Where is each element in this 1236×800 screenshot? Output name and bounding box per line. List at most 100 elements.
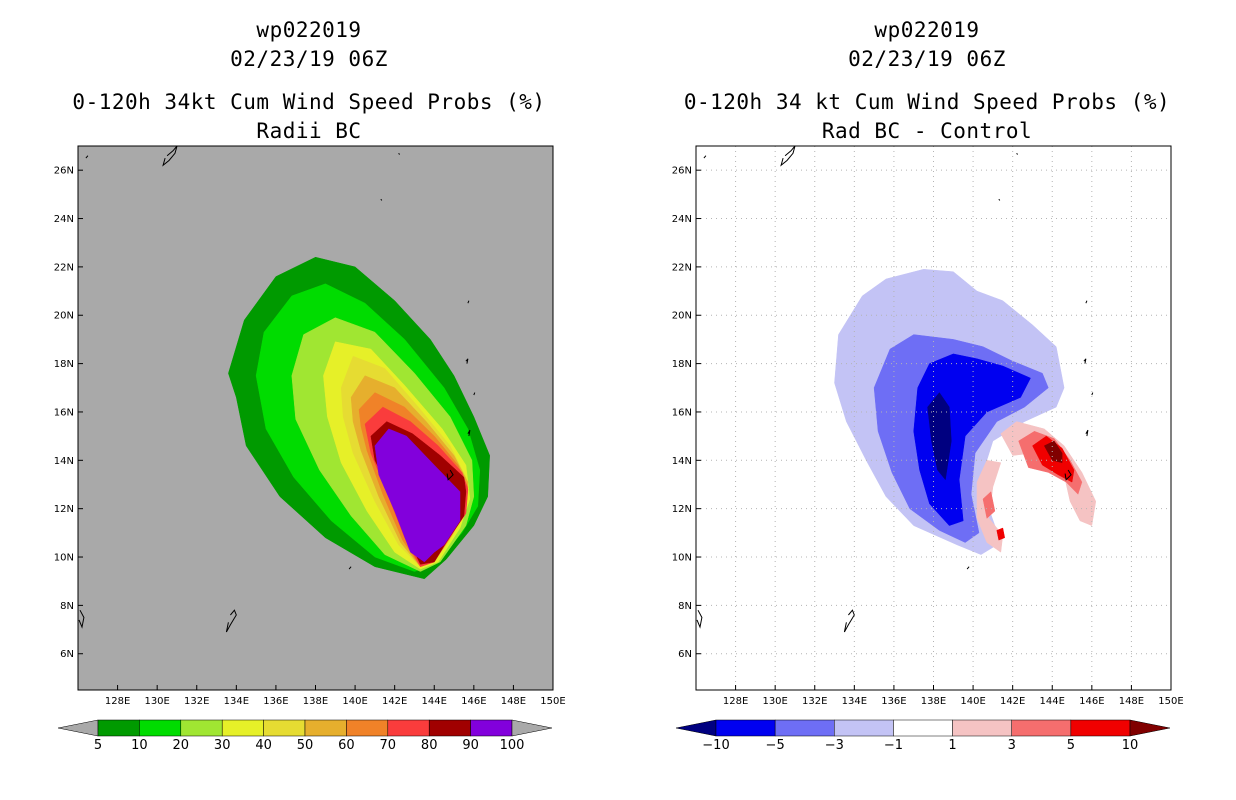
x-tick-label: 128E	[723, 696, 748, 707]
colorbar-swatch	[715, 719, 776, 737]
difference-map: 128E 130E 132E 134E 136E 138E 140E 142E 144E 146E…	[672, 145, 1184, 753]
right-chart-panel: wp022019 02/23/19 06Z 0-120h 34 kt Cum W…	[618, 0, 1236, 800]
colorbar-swatch	[139, 719, 182, 737]
y-tick-label: 16N	[54, 407, 74, 418]
colorbar-label: −5	[766, 738, 785, 753]
colorbar-swatch	[180, 719, 223, 737]
x-tick-label: 128E	[105, 696, 130, 707]
x-tick-label: 136E	[881, 696, 906, 707]
x-tick-label: 146E	[1079, 696, 1104, 707]
y-tick-label: 8N	[678, 601, 692, 612]
colorbar-label: 80	[421, 738, 438, 753]
y-tick-label: 18N	[672, 359, 692, 370]
colorbar: 5 10 20 30 40 50 60 70 80 90 100	[57, 719, 553, 753]
y-tick-label: 24N	[54, 214, 74, 225]
y-tick-label: 6N	[60, 649, 74, 660]
y-tick-label: 14N	[54, 456, 74, 467]
x-tick-label: 144E	[422, 696, 447, 707]
x-tick-label: 138E	[303, 696, 328, 707]
contour-group	[228, 256, 490, 580]
colorbar-swatch	[263, 719, 306, 737]
colorbar-high-arrow	[1129, 719, 1171, 737]
x-tick-label: 136E	[263, 696, 288, 707]
y-tick-label: 8N	[60, 601, 74, 612]
colorbar-label: −1	[884, 738, 903, 753]
colorbar-swatch	[428, 719, 471, 737]
y-tick-label: 10N	[672, 553, 692, 564]
y-tick-label: 18N	[54, 359, 74, 370]
island-outline	[1085, 429, 1089, 437]
island-outline	[966, 566, 970, 570]
island-outline	[1091, 392, 1094, 396]
colorbar-label: 1	[948, 738, 956, 753]
island-outline	[843, 609, 855, 633]
island-outline	[467, 300, 470, 304]
y-tick-label: 22N	[672, 262, 692, 273]
island-outline	[1016, 152, 1018, 155]
colorbar: −10 −5 −3 −1 1 3 5 10	[675, 719, 1171, 753]
probability-map: 128E 130E 132E 134E 136E 138E 140E 142E 144E 146E…	[54, 145, 566, 753]
colorbar-swatch	[221, 719, 264, 737]
y-tick-label: 6N	[678, 649, 692, 660]
colorbar-high-arrow	[511, 719, 553, 737]
colorbar-label: 10	[1122, 738, 1139, 753]
contour-group	[834, 269, 1097, 555]
colorbar-label: 100	[500, 738, 525, 753]
island-outline	[1085, 300, 1088, 304]
colorbar-swatch	[346, 719, 389, 737]
island-outline	[446, 469, 454, 481]
y-tick-label: 16N	[672, 407, 692, 418]
island-outline	[703, 155, 707, 159]
y-tick-label: 26N	[672, 166, 692, 177]
colorbar-swatch	[1070, 719, 1131, 737]
colorbar-label: 20	[173, 738, 190, 753]
datetime-title: 02/23/19 06Z	[848, 47, 1006, 71]
y-tick-label: 10N	[54, 553, 74, 564]
x-tick-label: 150E	[540, 696, 565, 707]
colorbar-label: 70	[380, 738, 397, 753]
island-outline	[162, 145, 178, 167]
coastline-outlines	[78, 145, 476, 633]
colorbar-low-arrow	[675, 719, 717, 737]
x-tick-label: 132E	[184, 696, 209, 707]
storm-id-title: wp022019	[874, 18, 980, 42]
island-outline	[78, 609, 85, 629]
storm-id-title: wp022019	[256, 18, 362, 42]
contour-level-90	[374, 428, 461, 563]
y-tick-label: 22N	[54, 262, 74, 273]
island-outline	[780, 145, 796, 167]
island-outline	[696, 609, 703, 629]
chart-title: 0-120h 34 kt Cum Wind Speed Probs (%)	[683, 90, 1171, 114]
island-outline	[998, 198, 1001, 201]
x-tick-label: 130E	[144, 696, 169, 707]
left-chart-panel: wp022019 02/23/19 06Z 0-120h 34kt Cum Wi…	[54, 18, 566, 753]
contour-level-neg5	[913, 353, 1031, 526]
colorbar-swatch	[1011, 719, 1072, 737]
y-tick-label: 20N	[672, 311, 692, 322]
colorbar-label: 5	[1067, 738, 1075, 753]
y-tick-label: 12N	[54, 504, 74, 515]
colorbar-label: 3	[1008, 738, 1016, 753]
island-outline	[1083, 358, 1087, 364]
x-tick-label: 138E	[921, 696, 946, 707]
chart-subtitle: Rad BC - Control	[821, 119, 1033, 143]
colorbar-label: 60	[338, 738, 355, 753]
x-tick-label: 140E	[960, 696, 985, 707]
island-outline	[473, 392, 476, 396]
x-tick-label: 134E	[224, 696, 249, 707]
y-tick-label: 20N	[54, 311, 74, 322]
y-tick-label: 14N	[672, 456, 692, 467]
x-tick-label: 140E	[342, 696, 367, 707]
x-tick-label: 142E	[1000, 696, 1025, 707]
colorbar-label: 90	[462, 738, 479, 753]
chart-title: 0-120h 34kt Cum Wind Speed Probs (%)	[72, 90, 546, 114]
colorbar-swatch	[893, 719, 953, 737]
x-tick-label: 150E	[1158, 696, 1183, 707]
chart-subtitle: Radii BC	[256, 119, 362, 143]
colorbar-low-arrow	[57, 719, 99, 737]
x-tick-label: 132E	[802, 696, 827, 707]
colorbar-swatch	[387, 719, 430, 737]
island-outline	[348, 566, 352, 570]
x-tick-label: 148E	[501, 696, 526, 707]
x-tick-label: 146E	[461, 696, 486, 707]
